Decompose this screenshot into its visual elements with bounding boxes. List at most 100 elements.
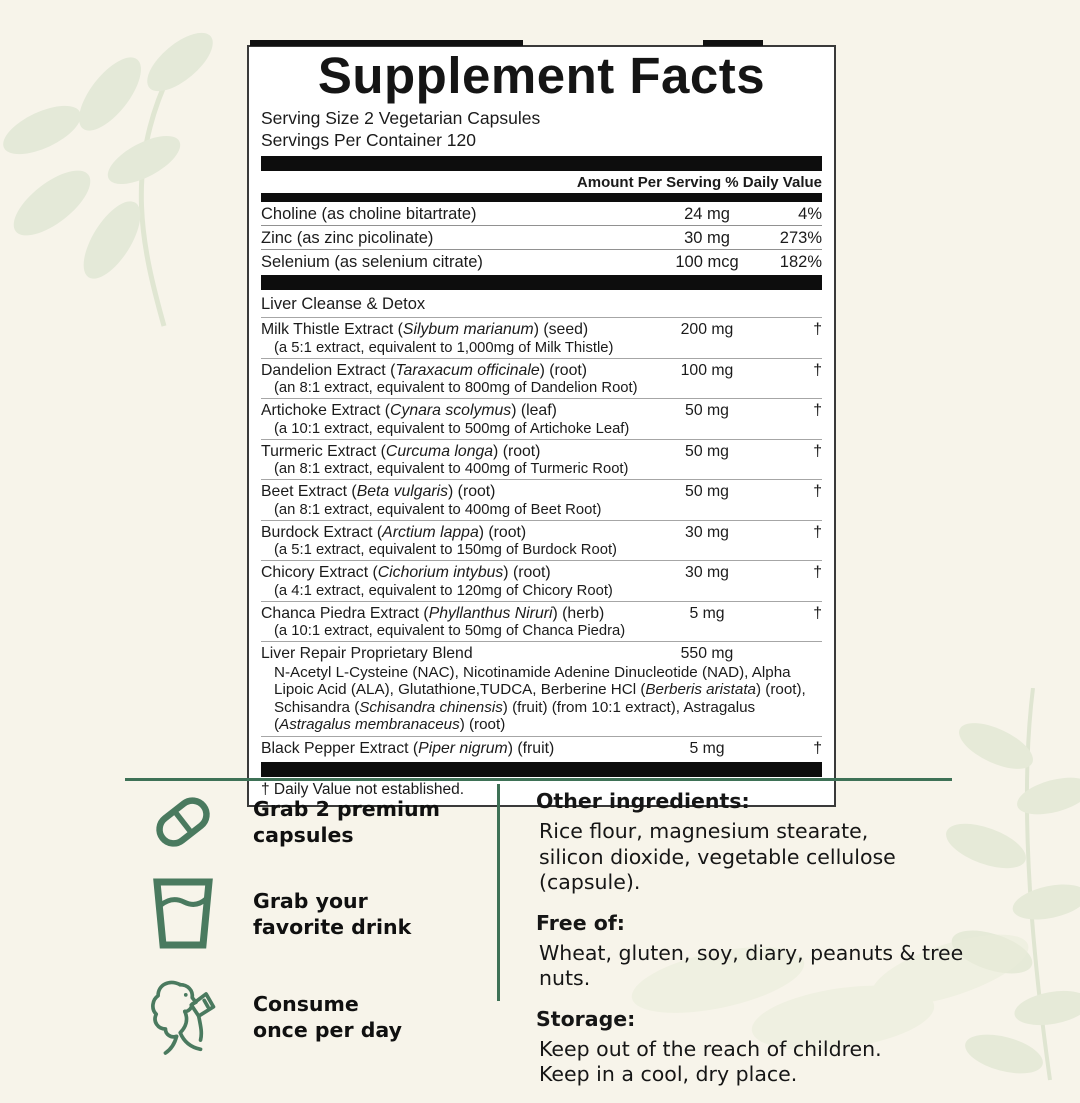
ingredient-sub-note: (a 5:1 extract, equivalent to 1,000mg of…	[274, 339, 614, 356]
nutrient-daily-value: 4%	[798, 205, 822, 223]
instruction-line: Grab your	[253, 888, 368, 913]
species-name: Silybum marianum	[402, 321, 534, 338]
desc-segment: ) (root)	[459, 716, 506, 733]
horizontal-divider	[125, 778, 952, 781]
ingredient-daily-value: †	[813, 564, 822, 581]
species-name: Cynara scolymus	[390, 402, 512, 419]
name-segment: ) (root)	[448, 483, 496, 500]
blend-name: Liver Repair Proprietary Blend	[261, 645, 473, 662]
nutrient-daily-value: 182%	[779, 253, 822, 271]
name-segment: Chanca Piedra Extract (	[261, 604, 429, 622]
nutrient-amount: 100 mcg	[675, 253, 739, 271]
leaf-decoration-top-left	[3, 32, 213, 327]
name-segment: ) (root)	[503, 564, 551, 581]
nutrient-name: Zinc (as zinc picolinate)	[261, 229, 434, 247]
leaf-decoration-bottom	[631, 934, 1029, 1051]
ingredient-amount: 50 mg	[685, 483, 729, 500]
person-drinking-icon	[147, 974, 219, 1060]
ingredient-amount: 5 mg	[689, 739, 725, 757]
instruction-line: Grab 2 premium	[253, 796, 441, 821]
product-info: Other ingredients: Rice flour, magnesium…	[536, 789, 976, 1103]
ingredient-daily-value: †	[813, 321, 822, 338]
ingredient-row: Chanca Piedra Extract (Phyllanthus Nirur…	[261, 600, 822, 642]
divider-bar	[261, 275, 822, 290]
species-name: Arctium lappa	[382, 523, 479, 541]
species-name: Astragalus membranaceus	[279, 716, 460, 733]
info-line: silicon dioxide, vegetable cellulose (ca…	[539, 844, 896, 895]
species-name: Berberis aristata	[645, 681, 756, 698]
species-name: Schisandra chinensis	[359, 698, 503, 716]
divider-bar	[261, 762, 822, 777]
name-segment: ) (root)	[478, 523, 527, 541]
ingredient-amount: 30 mg	[685, 523, 729, 541]
ingredient-row: Milk Thistle Extract (Silybum marianum) …	[261, 317, 822, 358]
section-heading: Storage:	[536, 1006, 636, 1031]
ingredient-name: Black Pepper Extract (Piper nigrum) (fru…	[261, 740, 648, 758]
name-segment: Beet Extract (	[261, 483, 357, 500]
ingredient-sub-note: (a 10:1 extract, equivalent to 500mg of …	[274, 420, 630, 437]
ingredient-row: Chicory Extract (Cichorium intybus) (roo…	[261, 560, 822, 601]
ingredient-name: Milk Thistle Extract (Silybum marianum) …	[261, 321, 648, 339]
ingredient-sub-note: (an 8:1 extract, equivalent to 400mg of …	[274, 501, 602, 518]
section-heading: Other ingredients:	[536, 789, 750, 813]
glass-icon	[147, 878, 219, 950]
other-ingredients-section: Other ingredients: Rice flour, magnesium…	[536, 789, 976, 896]
usage-instructions: Grab 2 premium capsules Grab your favori…	[147, 790, 477, 1060]
ingredient-row: Beet Extract (Beta vulgaris) (root) 50 m…	[261, 479, 822, 520]
ingredient-name: Dandelion Extract (Taraxacum officinale)…	[261, 362, 648, 380]
section-heading: Free of:	[536, 910, 625, 935]
nutrient-row: Zinc (as zinc picolinate) 30 mg 273%	[261, 226, 822, 250]
blend-description: N-Acetyl L-Cysteine (NAC), Nicotinamide …	[261, 664, 822, 734]
instruction-text: Consume once per day	[253, 991, 402, 1044]
name-segment: Black Pepper Extract (	[261, 739, 419, 757]
info-line: Wheat, gluten, soy, diary, peanuts & tre…	[539, 940, 964, 991]
nutrient-name: Selenium (as selenium citrate)	[261, 253, 483, 271]
ingredient-row: Dandelion Extract (Taraxacum officinale)…	[261, 357, 822, 399]
name-segment: ) (root)	[539, 361, 588, 379]
ingredient-row: Black Pepper Extract (Piper nigrum) (fru…	[261, 735, 822, 760]
ingredient-daily-value: †	[813, 604, 822, 622]
nutrient-daily-value: 273%	[779, 229, 822, 247]
ingredient-amount: 50 mg	[685, 402, 729, 419]
ingredient-row: Burdock Extract (Arctium lappa) (root) 3…	[261, 519, 822, 561]
species-name: Curcuma longa	[385, 442, 494, 460]
name-segment: Artichoke Extract (	[261, 402, 391, 419]
nutrient-name: Choline (as choline bitartrate)	[261, 205, 477, 223]
ingredient-amount: 30 mg	[685, 564, 729, 581]
name-segment: ) (leaf)	[511, 402, 557, 419]
species-name: Piper nigrum	[418, 739, 508, 757]
supplement-facts-title: Supplement Facts	[317, 47, 766, 104]
ingredient-sub-note: (a 10:1 extract, equivalent to 50mg of C…	[274, 623, 626, 639]
name-segment: ) (root)	[493, 442, 541, 460]
blend-amount: 550 mg	[680, 645, 734, 662]
ingredient-daily-value: †	[813, 361, 822, 379]
species-name: Cichorium intybus	[377, 564, 504, 581]
ingredient-amount: 100 mg	[680, 361, 734, 379]
servings-per-container: Servings Per Container 120	[261, 129, 476, 150]
supplement-facts-panel: Supplement Facts Serving Size 2 Vegetari…	[247, 45, 836, 807]
ingredient-sub-note: (a 5:1 extract, equivalent to 150mg of B…	[274, 542, 617, 558]
name-segment: ) (fruit)	[507, 739, 555, 757]
free-of-section: Free of: Wheat, gluten, soy, diary, pean…	[536, 911, 976, 992]
instruction-item: Consume once per day	[147, 974, 477, 1060]
instruction-item: Grab 2 premium capsules	[147, 790, 477, 854]
name-segment: Turmeric Extract (	[261, 442, 386, 460]
divider-bar	[261, 193, 822, 202]
instruction-line: favorite drink	[253, 915, 412, 939]
ingredient-daily-value: †	[813, 442, 822, 460]
nutrient-row: Choline (as choline bitartrate) 24 mg 4%	[261, 202, 822, 226]
label-top-bar-fragment	[703, 40, 763, 46]
ingredient-name: Chanca Piedra Extract (Phyllanthus Nirur…	[261, 605, 648, 623]
name-segment: Dandelion Extract (	[261, 361, 396, 379]
storage-section: Storage: Keep out of the reach of childr…	[536, 1007, 976, 1088]
name-segment: ) (herb)	[552, 604, 605, 622]
info-line: Keep out of the reach of children.	[539, 1036, 882, 1061]
ingredient-name: Beet Extract (Beta vulgaris) (root)	[261, 483, 648, 501]
name-segment: Milk Thistle Extract (	[261, 321, 403, 338]
instruction-line: Consume	[253, 991, 359, 1016]
ingredient-name: Chicory Extract (Cichorium intybus) (roo…	[261, 564, 648, 582]
ingredient-daily-value: †	[813, 739, 822, 757]
ingredient-row: Artichoke Extract (Cynara scolymus) (lea…	[261, 398, 822, 439]
ingredient-row: Turmeric Extract (Curcuma longa) (root) …	[261, 438, 822, 480]
name-segment: Burdock Extract (	[261, 523, 383, 541]
